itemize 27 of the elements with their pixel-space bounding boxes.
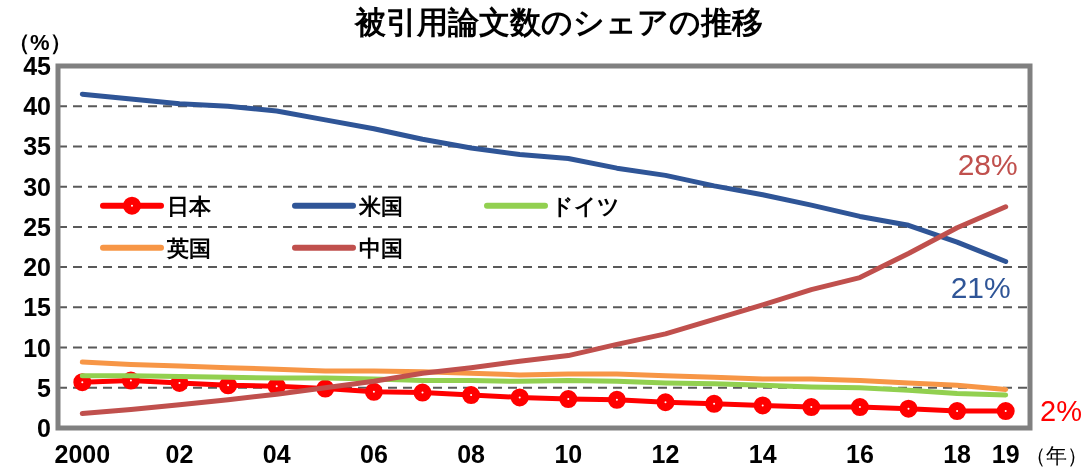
- x-tick-label: 18: [943, 440, 971, 468]
- legend-label: 英国: [166, 235, 211, 261]
- y-tick-label: 35: [23, 132, 51, 161]
- x-tick-label: 04: [262, 440, 291, 468]
- x-tick-label: 19: [991, 440, 1020, 468]
- y-tick-label: 30: [23, 172, 51, 201]
- legend-label: ドイツ: [551, 193, 620, 219]
- y-tick-label: 10: [23, 333, 51, 362]
- x-tick-label: 10: [554, 440, 583, 468]
- y-tick-label: 25: [23, 212, 51, 241]
- y-tick-label: 40: [23, 92, 51, 121]
- x-tick-label: 2000: [54, 440, 111, 468]
- x-tick-label: 06: [360, 440, 388, 468]
- y-tick-label: 20: [23, 253, 51, 282]
- y-tick-label: 5: [37, 373, 51, 402]
- x-tick-label: 14: [748, 440, 777, 468]
- legend-label: 米国: [358, 193, 403, 219]
- y-tick-label: 0: [37, 414, 51, 442]
- x-tick-label: 16: [846, 440, 874, 468]
- x-tick-label: 02: [165, 440, 194, 468]
- x-axis-title: （年）: [1025, 444, 1088, 467]
- x-tick-label: 12: [651, 440, 680, 468]
- x-tick-label: 08: [457, 440, 485, 468]
- legend-label: 中国: [359, 235, 403, 261]
- legend-label: 日本: [167, 193, 212, 219]
- y-tick-label: 15: [23, 293, 51, 322]
- title: 被引用論文数のシェアの推移: [355, 5, 763, 40]
